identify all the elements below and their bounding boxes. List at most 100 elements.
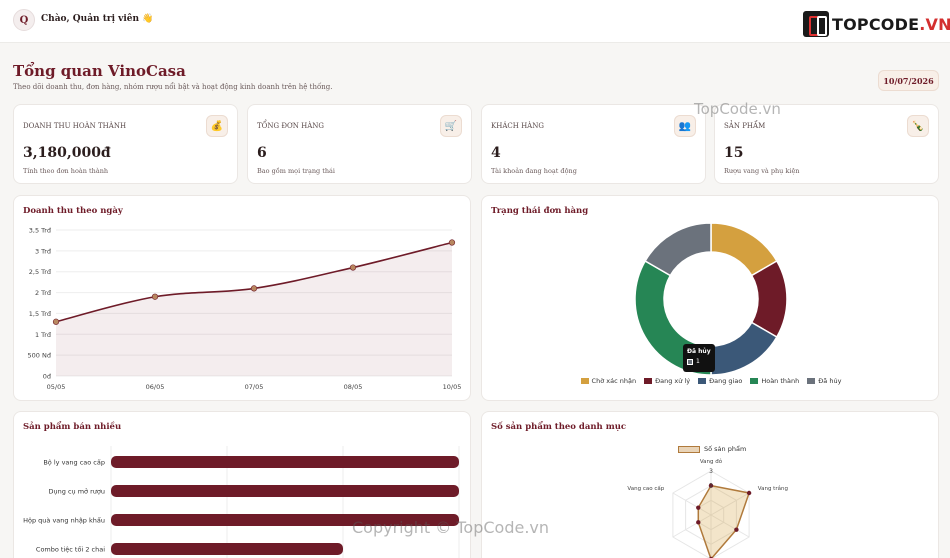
category-radar-chart[interactable]: 2 3 Vang đỏ Vang trắng Vang cao cấp (482, 412, 939, 558)
category-label: Dụng cụ mở rượu (49, 488, 105, 496)
radar-axis-label: Vang đỏ (700, 458, 723, 465)
stat-note: Bao gồm mọi trạng thái (257, 167, 335, 175)
avatar-letter: Q (19, 14, 29, 26)
data-point (151, 293, 159, 300)
data-point (448, 239, 456, 246)
y-tick-label: 1,5 Trđ (29, 310, 52, 318)
top-bar: Q Chào, Quản trị viên 👋 TOPCODE.VN (0, 0, 950, 43)
tooltip-title: Đã hủy (687, 348, 711, 355)
radar-spoke (710, 514, 750, 538)
y-tick-label: 2,5 Trđ (29, 268, 52, 276)
legend-swatch (644, 378, 653, 384)
data-point (52, 318, 60, 325)
stat-label: Doanh thu hoàn thành (23, 122, 127, 130)
date-badge: 10/07/2026 (878, 70, 939, 91)
legend-label: Đang giao (709, 377, 743, 385)
radar-spoke (672, 514, 712, 538)
radar-axis-label: Vang cao cấp (627, 485, 664, 492)
stat-note: Rượu vang và phụ kiện (724, 167, 800, 175)
radar-point (696, 505, 701, 510)
stat-value: 4 (491, 145, 501, 161)
legend-swatch (750, 378, 759, 384)
legend-item[interactable]: Đang xử lý (644, 377, 690, 385)
stat-value: 3,180,000đ (23, 145, 111, 161)
bar (111, 456, 459, 468)
category-panel: Số sản phẩm theo danh mục Số sản phẩm 2 3… (481, 411, 939, 558)
y-tick-label: 3 Trđ (35, 247, 52, 255)
radar-spoke (672, 492, 712, 516)
x-tick-label: 10/05 (443, 383, 462, 391)
radar-legend[interactable]: Số sản phẩm (678, 445, 746, 453)
x-tick-label: 05/05 (47, 383, 66, 391)
radar-tick-label: 2 (709, 483, 713, 490)
radar-tick-label: 3 (709, 468, 713, 475)
radar-area (697, 484, 751, 558)
legend-swatch (807, 378, 816, 384)
tooltip-swatch (687, 358, 693, 365)
y-tick-label: 500 Nđ (28, 352, 52, 360)
x-tick-label: 06/05 (146, 383, 165, 391)
category-label: Bộ ly vang cao cấp (43, 459, 105, 467)
page-subtitle: Theo dõi doanh thu, đơn hàng, nhóm rượu … (13, 83, 333, 91)
panel-title: Số sản phẩm theo danh mục (491, 422, 627, 432)
area-fill (56, 242, 452, 376)
y-tick-label: 2 Trđ (35, 289, 52, 297)
x-tick-label: 08/05 (344, 383, 363, 391)
stat-note: Tài khoản đang hoạt động (491, 167, 577, 175)
donut-legend: Chờ xác nhận Đang xử lý Đang giao Hoàn thàn… (482, 377, 938, 385)
legend-label: Đã hủy (818, 377, 842, 385)
y-tick-label: 1 Trđ (35, 331, 52, 339)
bar (111, 514, 459, 526)
stat-card-customers: Khách hàng 4 Tài khoản đang hoạt động 👥 (481, 104, 706, 184)
data-point (250, 285, 258, 292)
page-title: Tổng quan VinoCasa (13, 62, 186, 80)
stat-label: Khách hàng (491, 122, 544, 130)
top-products-bar-chart[interactable]: Bộ ly vang cao cấp Dụng cụ mở rượu Hộp quà… (14, 412, 471, 558)
legend-swatch (698, 378, 707, 384)
legend-label: Đang xử lý (655, 377, 691, 385)
chart-tooltip: Đã hủy 1 (683, 344, 715, 372)
revenue-chart-panel: Doanh thu theo ngày 0đ 500 Nđ 1 Trđ 1,5 Trđ… (13, 195, 471, 401)
legend-swatch (678, 445, 700, 453)
top-products-panel: Sản phẩm bán nhiều Bộ ly vang cao cấp Dụn… (13, 411, 471, 558)
revenue-line-chart[interactable]: 0đ 500 Nđ 1 Trđ 1,5 Trđ 2 Trđ 2,5 Trđ 3 Trđ 3,5… (14, 196, 471, 401)
category-label: Hộp quà vang nhập khẩu (23, 516, 105, 525)
radar-legend-label: Số sản phẩm (704, 445, 747, 453)
data-point (349, 264, 357, 271)
category-label: Combo tiệc tối 2 chai (36, 546, 105, 554)
legend-item[interactable]: Hoàn thành (750, 377, 799, 385)
stat-label: Sản phẩm (724, 122, 766, 130)
brand-name: TOPCODE.VN (832, 15, 950, 34)
x-tick-label: 07/05 (245, 383, 264, 391)
order-status-panel: Trạng thái đơn hàng Chờ xác nhận Đang xử … (481, 195, 939, 401)
legend-item[interactable]: Đang giao (698, 377, 742, 385)
money-bag-icon: 💰 (206, 115, 228, 137)
bar (111, 543, 343, 555)
radar-point (696, 520, 701, 525)
watermark-bottom: Copyright © TopCode.vn (352, 518, 550, 537)
legend-item[interactable]: Chờ xác nhận (580, 377, 636, 385)
cart-icon: 🛒 (440, 115, 462, 137)
stat-label: Tổng đơn hàng (257, 122, 324, 130)
radar-spoke (710, 492, 750, 516)
donut-slice (644, 222, 712, 277)
panel-title: Doanh thu theo ngày (23, 206, 123, 216)
legend-label: Hoàn thành (761, 377, 800, 385)
stat-card-products: Sản phẩm 15 Rượu vang và phụ kiện 🍾 (714, 104, 939, 184)
wine-bottle-icon: 🍾 (907, 115, 929, 137)
y-tick-label: 3,5 Trđ (29, 227, 52, 235)
greeting-text: Chào, Quản trị viên 👋 (41, 14, 154, 24)
panel-title: Sản phẩm bán nhiều (23, 422, 122, 432)
stat-note: Tính theo đơn hoàn thành (23, 167, 109, 175)
panel-title: Trạng thái đơn hàng (491, 206, 589, 216)
legend-swatch (580, 378, 589, 384)
topcode-logo-icon (803, 11, 829, 37)
avatar[interactable]: Q (13, 9, 35, 31)
users-icon: 👥 (674, 115, 696, 137)
brand-logo[interactable]: TOPCODE.VN (803, 11, 950, 37)
stat-value: 6 (257, 145, 267, 161)
stat-card-revenue: Doanh thu hoàn thành 3,180,000đ Tính the… (13, 104, 238, 184)
tooltip-value: 1 (696, 358, 700, 365)
legend-item[interactable]: Đã hủy (807, 377, 841, 385)
stat-value: 15 (724, 145, 744, 161)
